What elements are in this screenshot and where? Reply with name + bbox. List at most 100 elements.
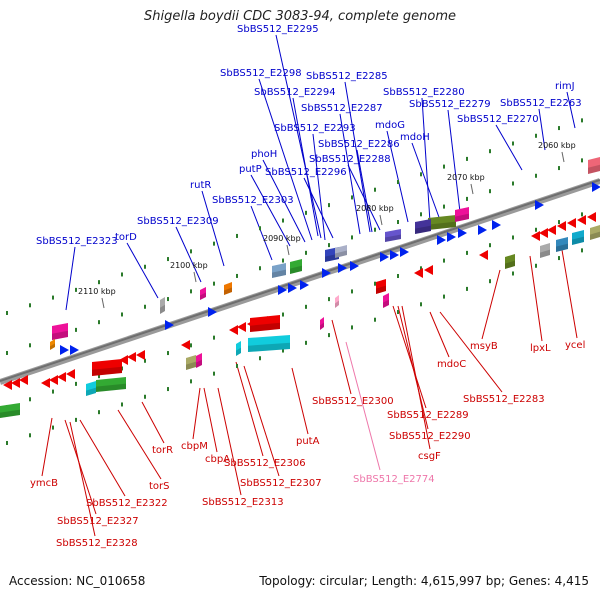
- top-gene-leader: [538, 108, 546, 151]
- top-strand-arrow: [437, 235, 446, 245]
- bottom-strand-arrow: [119, 355, 128, 365]
- top-gene-label: SbBS512_E2279: [409, 99, 491, 110]
- tick-row-top-outer: [6, 310, 8, 315]
- tick-row-top-inner: [236, 273, 238, 278]
- bottom-gene-leader: [41, 417, 53, 477]
- bottom-gene-label: lpxL: [530, 343, 551, 354]
- top-strand-arrow: [338, 263, 347, 273]
- gene-feature-block: [160, 297, 165, 314]
- top-strand-arrow: [208, 307, 217, 317]
- bottom-strand-arrow: [424, 265, 433, 275]
- tick-row-bottom-inner: [29, 397, 31, 402]
- tick-row-top-inner: [420, 212, 422, 217]
- bottom-gene-leader: [291, 367, 309, 435]
- bottom-gene-label: SbBS512_E2306: [224, 458, 306, 469]
- tick-row-top-outer: [397, 180, 399, 185]
- bottom-gene-label: SbBS512_E2300: [312, 396, 394, 407]
- bottom-gene-label: csgF: [418, 451, 441, 462]
- tick-row-top-outer: [581, 118, 583, 123]
- bottom-gene-leader: [192, 387, 201, 440]
- tick-row-bottom-outer: [443, 294, 445, 299]
- tick-row-bottom-outer: [52, 425, 54, 430]
- top-gene-leader: [495, 124, 523, 171]
- gene-feature-block: [415, 219, 431, 234]
- tick-row-bottom-outer: [6, 440, 8, 445]
- top-gene-leader: [344, 81, 371, 233]
- bottom-strand-arrow: [229, 325, 238, 335]
- bottom-strand-arrow: [547, 225, 556, 235]
- bottom-gene-leader: [401, 305, 431, 450]
- top-gene-label: SbBS512_E2288: [309, 154, 391, 165]
- top-gene-label: mdoG: [375, 120, 405, 131]
- bottom-gene-label: SbBS512_E2328: [56, 538, 138, 549]
- top-gene-leader: [447, 109, 461, 213]
- tick-row-top-outer: [236, 233, 238, 238]
- tick-row-top-inner: [282, 258, 284, 263]
- top-gene-label: mdoH: [400, 132, 430, 143]
- tick-row-bottom-outer: [98, 410, 100, 415]
- scale-label: 2080 kbp: [356, 204, 394, 213]
- tick-row-bottom-outer: [328, 333, 330, 338]
- bottom-gene-leader: [69, 421, 96, 537]
- bottom-gene-leader: [235, 361, 264, 457]
- scale-tick: [470, 183, 474, 195]
- top-gene-leader: [303, 177, 334, 239]
- tick-row-top-inner: [512, 181, 514, 186]
- bottom-gene-label: SbBS512_E2289: [387, 410, 469, 421]
- tick-row-top-inner: [213, 281, 215, 286]
- genome-title: Shigella boydii CDC 3083-94, complete ge…: [143, 9, 457, 24]
- bottom-gene-leader: [203, 387, 218, 453]
- scale-label: 2090 kbp: [263, 234, 301, 243]
- top-gene-leader: [65, 246, 76, 311]
- top-gene-label: torD: [115, 232, 137, 243]
- gene-feature-block: [428, 215, 456, 230]
- top-strand-arrow: [300, 280, 309, 290]
- gene-feature-block: [588, 157, 600, 174]
- tick-row-bottom-inner: [397, 274, 399, 279]
- tick-row-top-outer: [489, 149, 491, 154]
- bottom-gene-leader: [561, 249, 578, 339]
- tick-row-bottom-inner: [190, 343, 192, 348]
- tick-row-bottom-outer: [259, 356, 261, 361]
- scale-label: 2060 kbp: [538, 141, 576, 150]
- tick-row-top-inner: [98, 320, 100, 325]
- tick-row-top-outer: [121, 272, 123, 277]
- tick-row-bottom-outer: [581, 248, 583, 253]
- scale-tick: [286, 244, 290, 256]
- tick-row-top-inner: [144, 304, 146, 309]
- tick-row-top-inner: [259, 266, 261, 271]
- top-gene-leader: [339, 113, 361, 235]
- tick-row-top-outer: [190, 249, 192, 254]
- bottom-strand-arrow: [557, 221, 566, 231]
- top-gene-leader: [566, 91, 576, 129]
- accession-label: Accession: NC_010658: [9, 574, 146, 588]
- bottom-gene-leader: [529, 255, 543, 342]
- bottom-gene-label: SbBS512_E2307: [240, 478, 322, 489]
- top-gene-label: SbBS512_E2270: [457, 114, 539, 125]
- tick-row-bottom-outer: [466, 286, 468, 291]
- bottom-strand-arrow: [587, 212, 596, 222]
- top-gene-leader: [275, 34, 322, 239]
- gene-feature-block: [96, 377, 126, 392]
- top-strand-arrow: [278, 285, 287, 295]
- tick-row-bottom-inner: [328, 297, 330, 302]
- bottom-strand-arrow: [3, 380, 12, 390]
- tick-row-bottom-inner: [535, 227, 537, 232]
- tick-row-top-inner: [397, 220, 399, 225]
- top-gene-leader: [421, 97, 431, 223]
- gene-feature-block: [86, 381, 96, 396]
- gene-feature-block: [50, 339, 55, 350]
- top-gene-label: SbBS512_E2280: [383, 87, 465, 98]
- top-gene-label: SbBS512_E2293: [274, 123, 356, 134]
- tick-row-top-outer: [29, 303, 31, 308]
- bottom-gene-leader: [243, 365, 280, 477]
- top-gene-label: rutR: [190, 180, 211, 191]
- tick-row-bottom-inner: [581, 212, 583, 217]
- tick-row-bottom-inner: [512, 235, 514, 240]
- tick-row-bottom-outer: [305, 340, 307, 345]
- top-gene-label: SbBS512_E2323: [36, 236, 118, 247]
- tick-row-bottom-outer: [420, 302, 422, 307]
- scale-tick: [379, 214, 383, 226]
- tick-row-bottom-inner: [282, 312, 284, 317]
